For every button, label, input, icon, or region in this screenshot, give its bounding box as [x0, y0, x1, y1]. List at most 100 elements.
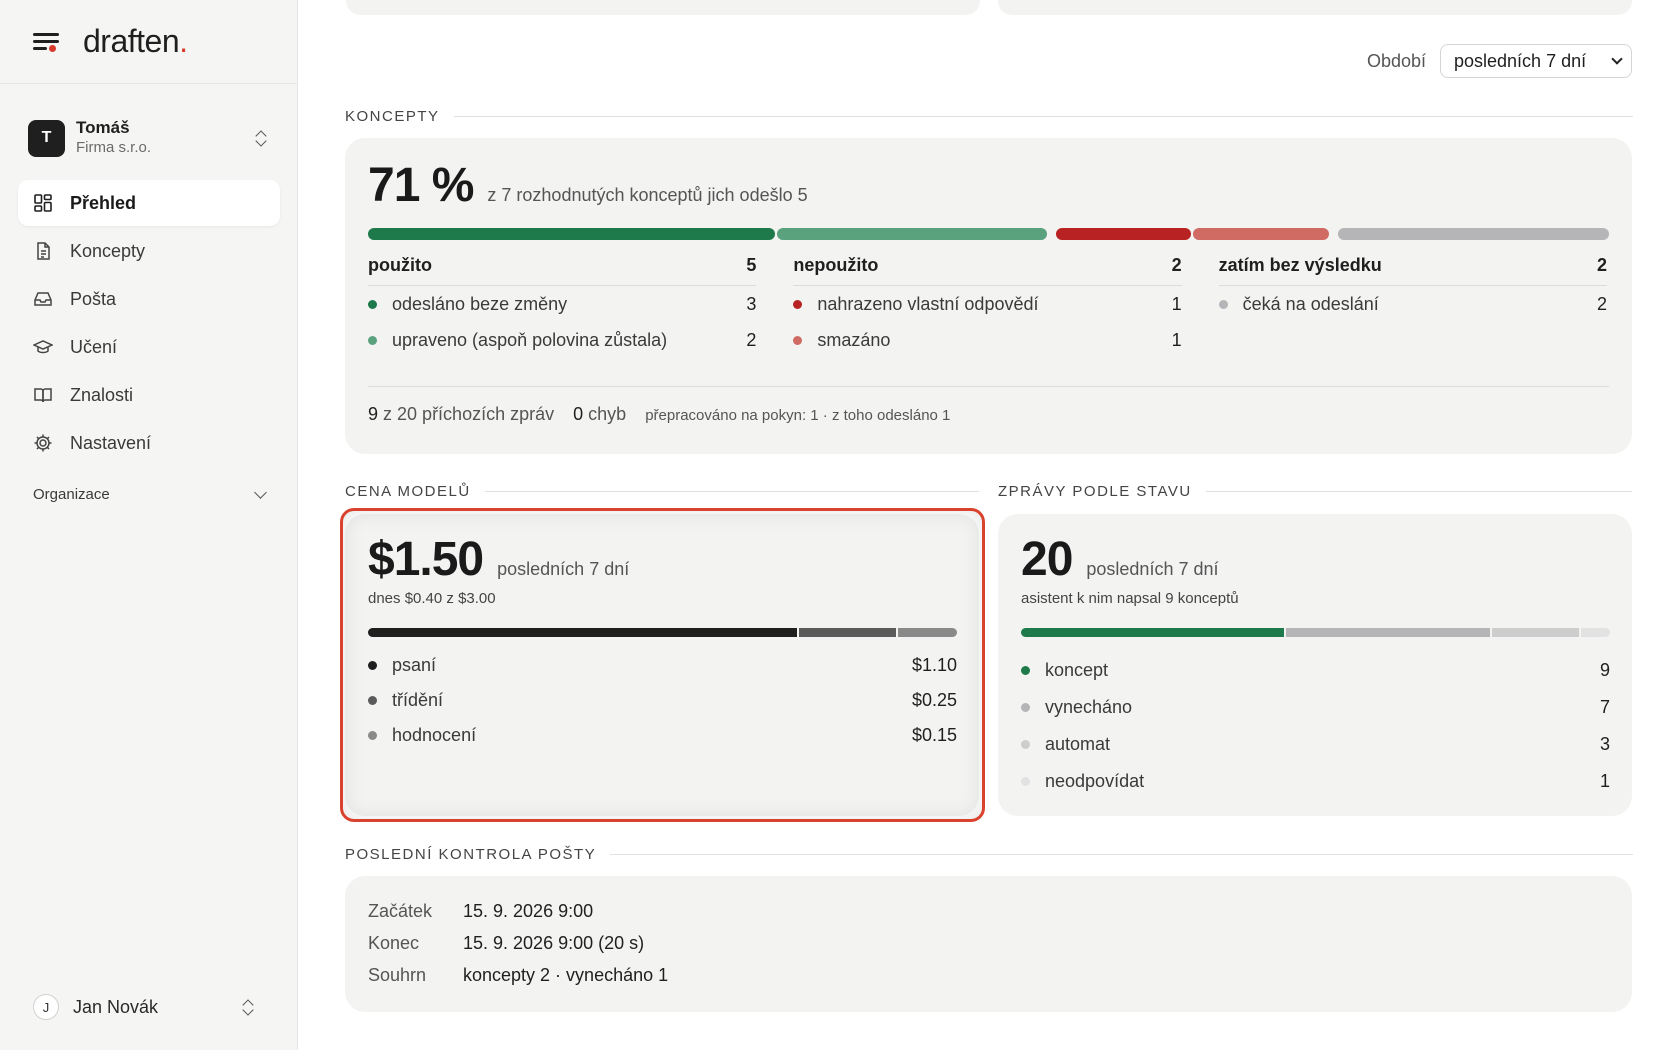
account-name: Tomáš	[76, 118, 130, 137]
chevron-down-icon	[1611, 53, 1623, 65]
kv-row: Začátek 15. 9. 2026 9:00	[368, 900, 594, 921]
period-filter: Období posledních 7 dní	[1367, 44, 1632, 78]
messages-card: 20 posledních 7 dní asistent k nim napsa…	[998, 514, 1632, 816]
divider	[368, 386, 1609, 387]
bar-segment-replaced	[1056, 228, 1191, 240]
concepts-groups: použito 5 odesláno beze změny 3 upraveno (…	[368, 255, 1607, 358]
organization-label: Organizace	[33, 486, 110, 503]
group-unused: nepoužito 2 nahrazeno vlastní odpovědí 1 s…	[793, 255, 1182, 358]
bar-segment-sent	[368, 228, 775, 240]
bar-segment-auto	[1492, 628, 1579, 637]
menu-icon[interactable]	[33, 32, 59, 52]
bar-segment-edited	[777, 228, 1047, 240]
highlight-frame	[340, 508, 985, 822]
bar-segment-pending	[1338, 228, 1609, 240]
messages-list: koncept 9 vynecháno 7 automat 3 neodpovídat…	[1021, 652, 1610, 800]
group-total: 2	[1596, 255, 1607, 275]
bar-segment-rating	[898, 628, 957, 637]
chevron-updown-icon	[254, 129, 268, 147]
nav-item-koncepty[interactable]: Koncepty	[18, 228, 280, 274]
nav-item-label: Přehled	[70, 192, 137, 213]
nav-item-znalosti[interactable]: Znalosti	[18, 372, 280, 418]
cost-today: dnes $0.40 z $3.00	[368, 590, 496, 607]
list-item: nahrazeno vlastní odpovědí 1	[793, 286, 1182, 322]
section-title-cost: CENA MODELŮ	[345, 483, 979, 500]
cost-period: posledních 7 dní	[497, 559, 630, 579]
bar-segment-concept	[1021, 628, 1284, 637]
inbox-icon	[34, 292, 52, 306]
list-item: odesláno beze změny 3	[368, 286, 756, 322]
organization-toggle[interactable]: Organizace	[33, 486, 267, 503]
card-stub	[998, 0, 1632, 15]
section-title-last-check: POSLEDNÍ KONTROLA POŠTY	[345, 846, 1633, 863]
nav-item-label: Koncepty	[70, 240, 146, 261]
group-used: použito 5 odesláno beze změny 3 upraveno (…	[368, 255, 757, 358]
group-title: zatím bez výsledku	[1218, 255, 1382, 275]
group-title: použito	[368, 255, 432, 275]
kv-row: Konec 15. 9. 2026 9:00 (20 s)	[368, 932, 645, 953]
list-item: automat 3	[1021, 726, 1610, 763]
cost-list: psaní $1.10 třídění $0.25 hodnocení $0.15	[368, 648, 957, 753]
sidebar: draften. T Tomáš Firma s.r.o. Přehled Ko…	[0, 0, 298, 1050]
account-switcher[interactable]: T Tomáš Firma s.r.o.	[28, 118, 278, 158]
dashboard-icon	[34, 194, 52, 212]
graduation-cap-icon	[33, 340, 53, 354]
section-title-concepts: KONCEPTY	[345, 108, 1633, 125]
list-item: hodnocení $0.15	[368, 718, 957, 753]
error-count: 0	[573, 404, 584, 424]
gear-icon	[34, 434, 52, 452]
main-nav: Přehled Koncepty Pošta Učení Znalosti Na…	[18, 180, 280, 468]
concepts-footer: 9 z 20 příchozích zpráv 0 chyb přepracov…	[368, 404, 951, 424]
cost-card: $1.50 posledních 7 dní dnes $0.40 z $3.0…	[345, 514, 979, 816]
cost-amount: $1.50	[368, 533, 484, 586]
account-company: Firma s.r.o.	[76, 139, 152, 156]
reworked-note: přepracováno na pokyn: 1 · z toho odeslá…	[645, 407, 951, 424]
nav-item-label: Učení	[70, 336, 118, 357]
user-menu[interactable]: J Jan Novák	[33, 994, 265, 1020]
period-select[interactable]: posledních 7 dní	[1440, 44, 1632, 78]
list-item: vynecháno 7	[1021, 689, 1610, 726]
concepts-summary: z 7 rozhodnutých konceptů jich odešlo 5	[487, 185, 808, 205]
cost-bar	[368, 628, 957, 637]
section-title-messages: ZPRÁVY PODLE STAVU	[998, 483, 1632, 500]
nav-item-label: Nastavení	[70, 432, 152, 453]
last-check-card: Začátek 15. 9. 2026 9:00 Konec 15. 9. 2026…	[345, 876, 1632, 1012]
messages-count: 20	[1021, 533, 1073, 586]
bar-segment-skipped	[1286, 628, 1490, 637]
concepts-percent: 71 %	[368, 159, 474, 212]
list-item: smazáno 1	[793, 322, 1182, 358]
messages-period: posledních 7 dní	[1086, 559, 1219, 579]
incoming-count: 9	[368, 404, 379, 424]
nav-item-posta[interactable]: Pošta	[18, 276, 280, 322]
kv-row: Souhrn koncepty 2 · vynecháno 1	[368, 964, 669, 985]
logo[interactable]: draften.	[83, 23, 188, 59]
concepts-card: 71 % z 7 rozhodnutých konceptů jich odeš…	[345, 138, 1632, 454]
list-item: třídění $0.25	[368, 683, 957, 718]
concepts-bar	[368, 228, 1609, 240]
chevron-down-icon	[254, 486, 267, 499]
main-content: Období posledních 7 dní KONCEPTY 71 % z …	[298, 0, 1680, 1050]
bar-segment-writing	[368, 628, 797, 637]
messages-note: asistent k nim napsal 9 konceptů	[1021, 590, 1239, 607]
avatar: J	[33, 994, 59, 1020]
group-total: 5	[746, 255, 757, 275]
card-stub	[346, 0, 980, 15]
book-icon	[34, 388, 52, 403]
list-item: upraveno (aspoň polovina zůstala) 2	[368, 322, 756, 358]
bar-segment-deleted	[1193, 228, 1329, 240]
last-check-list: Začátek 15. 9. 2026 9:00 Konec 15. 9. 2026…	[368, 895, 668, 991]
nav-item-uceni[interactable]: Učení	[18, 324, 280, 370]
nav-item-nastaveni[interactable]: Nastavení	[18, 420, 280, 466]
nav-item-label: Znalosti	[70, 384, 134, 405]
bar-segment-noreply	[1581, 628, 1610, 637]
document-icon	[37, 242, 50, 260]
nav-item-label: Pošta	[70, 288, 117, 309]
messages-bar	[1021, 628, 1610, 637]
nav-item-prehled[interactable]: Přehled	[18, 180, 280, 226]
bar-segment-sorting	[799, 628, 896, 637]
user-name: Jan Novák	[73, 996, 159, 1017]
list-item: koncept 9	[1021, 652, 1610, 689]
group-title: nepoužito	[793, 255, 879, 275]
brand-bar: draften.	[0, 0, 297, 84]
account-avatar: T	[28, 119, 65, 157]
